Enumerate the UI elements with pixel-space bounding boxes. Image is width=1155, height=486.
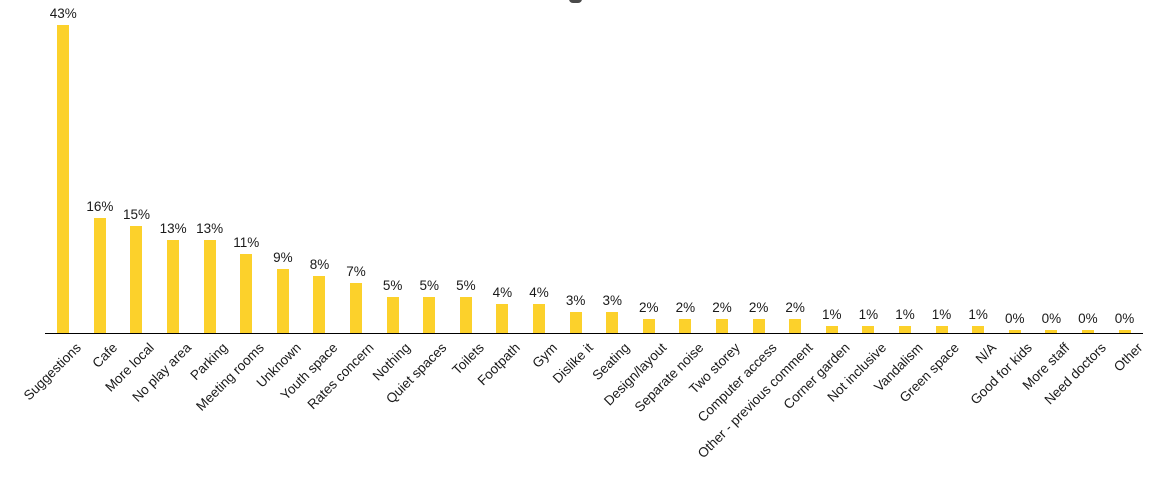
bar (862, 325, 875, 333)
value-label: 1% (895, 306, 915, 322)
bar-column: 5% Toilets (448, 0, 487, 377)
bar-column: 0% Other (1106, 0, 1145, 374)
bar (496, 304, 509, 333)
bar-column: 43% Suggestions (21, 0, 84, 403)
value-label: 11% (233, 235, 260, 251)
bar-column: 2% Two storey (686, 0, 743, 397)
bar (130, 225, 143, 333)
category-label: Cafe (89, 340, 121, 371)
bar-column: 13% No play area (129, 0, 194, 405)
value-label: 4% (529, 285, 549, 301)
bar (642, 318, 655, 333)
value-label: 0% (1004, 311, 1025, 326)
value-label: 5% (419, 278, 439, 294)
category-label: Other (1110, 340, 1146, 375)
bar (679, 318, 692, 333)
value-label: 2% (639, 299, 659, 315)
bar (569, 311, 582, 333)
bar (752, 318, 765, 333)
bar-column: 5% Nothing (370, 0, 414, 383)
value-label: 43% (49, 6, 77, 21)
value-label: 8% (309, 256, 330, 272)
bar (57, 25, 70, 333)
plot-area: 43% Suggestions 16% Cafe 15% More local 13% No … (21, 0, 1145, 461)
value-label: 1% (931, 306, 952, 322)
bar-column: 1% Green space (897, 0, 962, 405)
bar (313, 275, 326, 333)
bar-column: 2% Separate noise (631, 0, 706, 415)
bar (459, 297, 472, 333)
bar-column: 9% Unknown (253, 0, 303, 391)
bar-column: 4% Gym (521, 0, 560, 370)
bar (276, 268, 289, 333)
value-label: 16% (86, 199, 114, 215)
value-label: 13% (159, 220, 187, 236)
category-label: Rates concern (304, 340, 377, 413)
value-label: 2% (675, 299, 696, 315)
bar (606, 311, 619, 333)
bar (935, 325, 948, 333)
value-label: 5% (382, 278, 403, 294)
bar (825, 325, 838, 333)
value-label: 5% (456, 278, 476, 294)
bar-column: 4% Footpath (475, 0, 523, 388)
category-label: N/A (972, 340, 999, 367)
bar (533, 304, 546, 333)
bar (715, 318, 728, 333)
value-label: 13% (196, 220, 224, 236)
bar-column: 0% Good for kids (968, 0, 1035, 407)
bar-column: 1% N/A (960, 0, 998, 367)
bar (167, 239, 180, 333)
bar (972, 325, 985, 333)
value-label: 3% (565, 292, 586, 308)
value-label: 1% (822, 306, 842, 322)
value-label: 0% (1078, 311, 1098, 326)
value-label: 15% (122, 206, 150, 222)
bar-column: 0% Need doctors (1041, 0, 1108, 407)
bar-column: 0% More staff (1019, 0, 1072, 393)
bar (1045, 330, 1058, 333)
bar-column: 1% Vandalism (871, 0, 925, 395)
bar-column: 8% Youth space (277, 0, 340, 403)
bar-column: 15% More local (102, 0, 157, 395)
value-label: 0% (1114, 311, 1135, 326)
bar (423, 297, 436, 333)
bar (386, 297, 399, 333)
bar-column: 3% Seating (590, 0, 633, 383)
bar-column: 7% Rates concern (304, 0, 376, 412)
bar-column: 13% Parking (187, 0, 230, 383)
bar-column: 2% Computer access (694, 0, 779, 425)
value-label: 3% (602, 292, 622, 308)
value-label: 4% (492, 285, 513, 301)
bar (898, 325, 911, 333)
bar (1008, 330, 1021, 333)
value-label: 2% (785, 299, 805, 315)
value-label: 2% (748, 299, 769, 315)
bar-column: 2% Other - previous comment (695, 0, 816, 461)
value-label: 9% (273, 249, 293, 265)
value-label: 1% (858, 306, 879, 322)
bar (1118, 330, 1131, 333)
bar-column: 11% Meeting rooms (193, 0, 267, 414)
category-label: Suggestions (20, 340, 84, 404)
value-label: 2% (712, 299, 732, 315)
bar-column: 3% Dislike it (550, 0, 596, 387)
bar (789, 318, 802, 333)
value-label: 0% (1041, 311, 1062, 326)
clipped-title-fragment (569, 0, 582, 3)
bar-column: 5% Quiet spaces (384, 0, 450, 406)
bar-column: 2% Design/layout (601, 0, 669, 409)
bar-column: 16% Cafe (82, 0, 120, 370)
value-label: 1% (968, 306, 988, 322)
bar (1081, 330, 1094, 333)
value-label: 7% (346, 263, 366, 279)
bar (203, 239, 216, 333)
category-label: Gym (528, 340, 560, 371)
bar-column: 1% Corner garden (780, 0, 852, 412)
bar-column: 1% Not inclusive (824, 0, 889, 405)
bar (93, 218, 106, 333)
bar (240, 254, 253, 333)
bar (350, 282, 363, 333)
